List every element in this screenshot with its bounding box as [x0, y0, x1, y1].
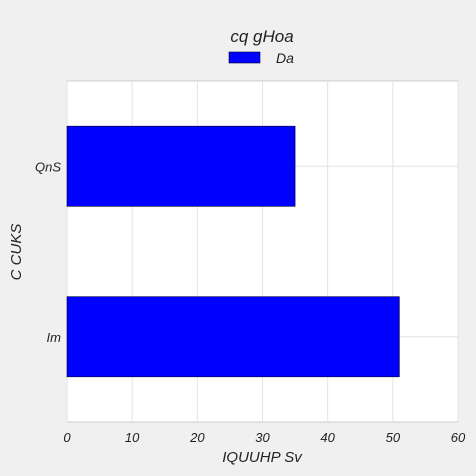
y-tick-labels: Im QnS [35, 159, 61, 345]
bars [66, 125, 400, 378]
x-tick-label: 30 [255, 430, 270, 445]
x-tick-label: 50 [386, 430, 401, 445]
x-tick-labels: 0 10 20 30 40 50 60 [63, 430, 466, 445]
x-tick-label: 20 [189, 430, 205, 445]
legend-swatch [228, 51, 261, 64]
bar [66, 296, 400, 378]
chart-title: cq gHoa [230, 27, 293, 46]
x-tick-label: 10 [125, 430, 140, 445]
x-axis-label: IQUUHP Sv [222, 449, 303, 466]
x-tick-label: 40 [320, 430, 335, 445]
legend: Da [228, 50, 294, 66]
legend-label: Da [276, 50, 294, 66]
bar [66, 125, 296, 207]
y-tick-label: Im [47, 330, 62, 345]
y-axis-label: C CUKS [8, 224, 25, 281]
x-tick-label: 60 [451, 430, 466, 445]
x-tick-label: 0 [63, 430, 71, 445]
y-tick-label: QnS [35, 159, 61, 174]
